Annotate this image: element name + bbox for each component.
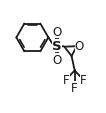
Text: O: O: [75, 40, 84, 52]
Text: F: F: [71, 81, 78, 94]
Text: S: S: [52, 40, 61, 53]
Text: O: O: [52, 54, 61, 67]
Text: F: F: [63, 73, 70, 86]
Text: O: O: [52, 26, 61, 39]
Text: F: F: [80, 73, 86, 86]
